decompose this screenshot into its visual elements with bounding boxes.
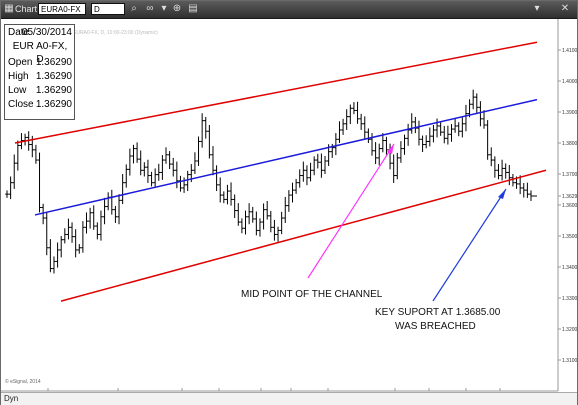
low-label: Low [8,85,27,96]
symbol-line: EUR A0-FX, D [12,41,68,65]
x-axis-labels: NovDec201416Feb16MarApr16May16 [47,388,501,391]
close-value: 1.36290 [35,99,72,110]
close-icon[interactable]: ✕ [560,3,570,14]
dyn-label[interactable]: Dyn [4,394,19,403]
date-label: Date [8,27,30,38]
mid-point-arrowhead [387,144,394,154]
y-tick-label: 1.33000 [562,296,577,302]
overlay-text: EURA0-FX, D, 10:00-23:00 (Dynamic) [73,30,158,36]
info-panel: Date 05/30/2014 EUR A0-FX, D Open 1.36290 … [4,24,75,120]
key-support-arrowhead [498,189,506,199]
mid-point-annotation: MID POINT OF THE CHANNEL [241,289,383,300]
y-tick-label: 1.41000 [562,48,577,54]
status-bar: Dyn [1,392,577,405]
key-support-annotation-line2: WAS BREACHED [395,321,476,332]
low-value: 1.36290 [35,85,72,96]
grid-icon[interactable]: ▤ [188,3,198,14]
price-bars [5,89,537,274]
price-chart[interactable]: EURA0-FX, D, 10:00-23:00 (Dynamic) 1.410… [1,1,577,393]
key-support-annotation-line1: KEY SUPORT AT 1.3685.00 [375,307,501,318]
open-value: 1.36290 [35,57,72,68]
copyright-text: © eSignal, 2014 [5,378,41,385]
key-support-arrow [432,188,507,302]
y-tick-label: 1.31000 [562,358,577,364]
open-label: Open [8,57,33,68]
upper-channel-line [14,41,538,144]
mid-point-arrow [307,143,395,279]
y-tick-label: 1.36290 [562,194,577,200]
y-tick-label: 1.39000 [562,110,577,116]
y-tick-label: 1.36000 [562,203,577,209]
link-icon[interactable]: ∞ [146,3,154,14]
y-tick-label: 1.37000 [562,172,577,178]
y-tick-label: 1.34000 [562,265,577,271]
toolbar: ▦ Chart EURA0-FX D ⌕ ∞ ▾ ⊕ ▤ ▾ ✕ [1,1,577,19]
menu-icon[interactable]: ▾ [534,3,540,14]
date-value: 05/30/2014 [21,27,72,38]
y-tick-label: 1.32000 [562,327,577,333]
y-axis-labels: 1.41000 1.40000 1.39000 1.38000 1.37000 1.362… [558,48,577,364]
y-tick-label: 1.38000 [562,141,577,147]
channel-lines [14,41,547,302]
chart-icon[interactable]: ▦ [4,3,14,14]
high-label: High [8,71,29,82]
crosshair-icon[interactable]: ⊕ [172,3,182,14]
mid-channel-line [34,98,538,216]
dropdown-icon[interactable]: ▾ [161,3,167,14]
y-tick-label: 1.40000 [562,79,577,85]
app-label: Chart [15,4,38,14]
interval-input[interactable]: D [91,3,125,15]
close-label: Close [8,99,34,110]
y-tick-label: 1.35000 [562,234,577,240]
search-icon[interactable]: ⌕ [131,3,137,14]
high-value: 1.36290 [35,71,72,82]
symbol-input[interactable]: EURA0-FX [38,3,86,15]
lower-channel-line [60,169,547,302]
